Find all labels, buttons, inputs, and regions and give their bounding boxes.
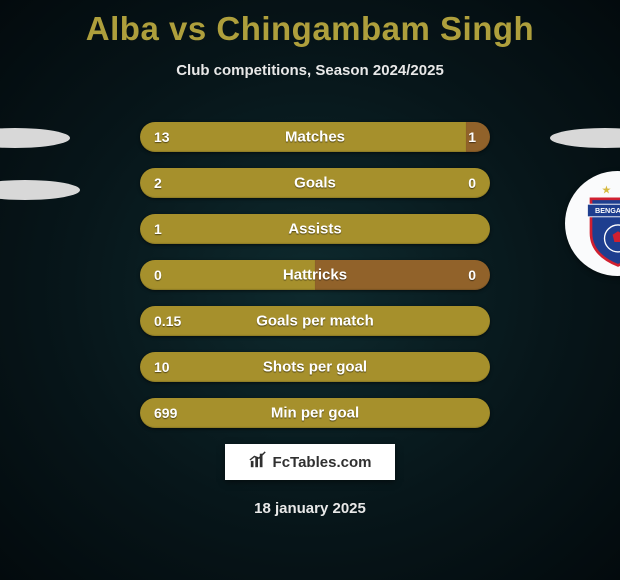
title-vs: vs <box>169 10 207 47</box>
stat-bar: Matches13 1 <box>140 122 490 152</box>
stat-left-value: 2 <box>154 175 162 191</box>
stat-label: Hattricks <box>140 267 490 284</box>
stat-right-value: 1 <box>468 129 476 145</box>
stat-left-value: 10 <box>154 359 170 375</box>
stat-right-value: 0 <box>468 175 476 191</box>
stat-label: Matches <box>140 129 490 146</box>
title-right: Chingambam Singh <box>216 10 534 47</box>
stat-left-value: 1 <box>154 221 162 237</box>
stat-label: Goals per match <box>140 313 490 330</box>
stat-left-value: 0.15 <box>154 313 181 329</box>
silhouette-shadow-icon <box>550 128 620 148</box>
footer-date: 18 january 2025 <box>0 500 620 517</box>
stat-right-value: 0 <box>468 267 476 283</box>
stat-label: Min per goal <box>140 405 490 422</box>
stat-left-value: 699 <box>154 405 177 421</box>
stat-label: Goals <box>140 175 490 192</box>
branding-badge: FcTables.com <box>225 444 395 480</box>
stat-bar: Goals per match0.15 <box>140 306 490 336</box>
stat-bar: Min per goal699 <box>140 398 490 428</box>
club-crest: ★★BENGALURU <box>565 171 620 276</box>
stat-left-value: 0 <box>154 267 162 283</box>
svg-text:BENGALURU: BENGALURU <box>595 206 620 215</box>
title-left: Alba <box>86 10 160 47</box>
chart-up-icon <box>249 451 267 474</box>
club-crest-icon: ★★BENGALURU <box>573 179 620 269</box>
branding-text: FcTables.com <box>273 454 372 471</box>
stat-bar: Goals2 0 <box>140 168 490 198</box>
stats-bars: Matches131Goals20Assists1Hattricks00Goal… <box>140 122 490 444</box>
stat-bar: Hattricks0 0 <box>140 260 490 290</box>
stat-bar: Assists1 <box>140 214 490 244</box>
silhouette-shadow-icon <box>0 180 80 200</box>
page-title: Alba vs Chingambam Singh <box>0 0 620 48</box>
svg-text:★: ★ <box>601 184 611 196</box>
stat-label: Assists <box>140 221 490 238</box>
stat-left-value: 13 <box>154 129 170 145</box>
stat-bar: Shots per goal10 <box>140 352 490 382</box>
page-subtitle: Club competitions, Season 2024/2025 <box>0 62 620 79</box>
silhouette-shadow-icon <box>0 128 70 148</box>
stat-label: Shots per goal <box>140 359 490 376</box>
